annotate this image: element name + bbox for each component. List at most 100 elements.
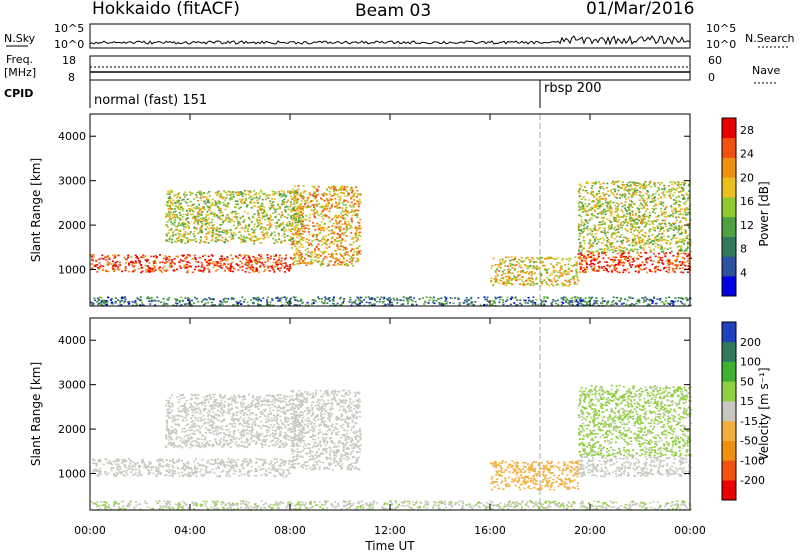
power-cell — [177, 256, 179, 258]
power-cell — [667, 230, 669, 232]
power-cell — [581, 250, 583, 252]
power-cell — [646, 243, 648, 245]
power-cell — [634, 227, 636, 229]
power-cell — [638, 226, 640, 228]
power-cell — [521, 279, 523, 281]
power-cell — [681, 217, 683, 219]
power-cell — [669, 228, 671, 230]
power-cell — [551, 284, 553, 286]
power-cell — [623, 303, 625, 305]
power-cell — [334, 240, 336, 242]
power-cell — [640, 252, 642, 254]
power-cell — [620, 255, 622, 257]
power-cell — [331, 238, 333, 240]
power-cell — [219, 212, 221, 214]
power-cell — [621, 262, 623, 264]
power-cell — [660, 197, 662, 199]
power-cell — [654, 243, 656, 245]
power-cell — [247, 302, 249, 304]
power-cell — [304, 200, 306, 202]
power-cell — [257, 222, 259, 224]
power-cell — [247, 230, 249, 232]
power-cell — [659, 184, 661, 186]
power-cell — [334, 198, 336, 200]
power-cell — [499, 262, 501, 264]
power-cell — [664, 220, 666, 222]
power-cell — [98, 259, 100, 261]
power-cell — [182, 208, 184, 210]
power-cell — [208, 269, 210, 271]
power-cell — [173, 224, 175, 226]
power-cell — [672, 215, 674, 217]
power-cell — [628, 238, 630, 240]
power-cell — [346, 260, 348, 262]
power-cell — [273, 259, 275, 261]
power-cell — [587, 254, 589, 256]
power-cell — [203, 220, 205, 222]
power-cell — [132, 262, 134, 264]
power-cell — [183, 199, 185, 201]
power-cell — [552, 299, 554, 301]
power-cell — [587, 206, 589, 208]
power-cell — [208, 222, 210, 224]
power-cell — [598, 266, 600, 268]
power-cell — [658, 257, 660, 259]
power-cell — [171, 239, 173, 241]
power-cell — [273, 269, 275, 271]
power-cell — [617, 215, 619, 217]
power-cell — [597, 193, 599, 195]
power-cell — [242, 258, 244, 260]
power-cell — [125, 262, 127, 264]
power-cell — [309, 214, 311, 216]
power-cell — [635, 213, 637, 215]
power-cell — [615, 257, 617, 259]
power-cell — [687, 299, 689, 301]
power-cell — [649, 257, 651, 259]
power-cell — [202, 256, 204, 258]
power-cell — [281, 258, 283, 260]
power-cell — [253, 226, 255, 228]
power-cell — [211, 239, 213, 241]
power-cell — [675, 202, 677, 204]
power-cell — [235, 192, 237, 194]
power-cell — [636, 235, 638, 237]
power-cell — [198, 207, 200, 209]
power-cell — [117, 266, 119, 268]
power-cell — [650, 249, 652, 251]
power-cell — [624, 207, 626, 209]
power-cell — [145, 265, 147, 267]
power-cell — [579, 188, 581, 190]
power-cell — [598, 256, 600, 258]
power-cell — [654, 220, 656, 222]
power-cell — [187, 212, 189, 214]
power-cell — [218, 217, 220, 219]
power-cell — [267, 302, 269, 304]
power-cell — [630, 186, 632, 188]
power-cell — [197, 301, 199, 303]
power-cell — [490, 280, 492, 282]
power-cell — [407, 301, 409, 303]
power-cell — [335, 220, 337, 222]
power-cell — [213, 212, 215, 214]
power-cell — [610, 246, 612, 248]
power-cell — [495, 298, 497, 300]
power-cell — [613, 300, 615, 302]
power-cell — [354, 251, 356, 253]
power-cell — [294, 297, 296, 299]
power-cell — [156, 256, 158, 258]
power-cell — [583, 258, 585, 260]
power-cell — [350, 206, 352, 208]
power-cell — [565, 280, 567, 282]
power-cell — [579, 256, 581, 258]
power-cell — [110, 299, 112, 301]
power-cell — [676, 188, 678, 190]
power-cell — [546, 277, 548, 279]
power-cell — [243, 236, 245, 238]
power-cell — [257, 219, 259, 221]
power-cell — [590, 218, 592, 220]
power-cell — [390, 299, 392, 301]
power-cell — [678, 206, 680, 208]
power-cell — [630, 256, 632, 258]
power-cell — [661, 214, 663, 216]
power-cell — [518, 263, 520, 265]
